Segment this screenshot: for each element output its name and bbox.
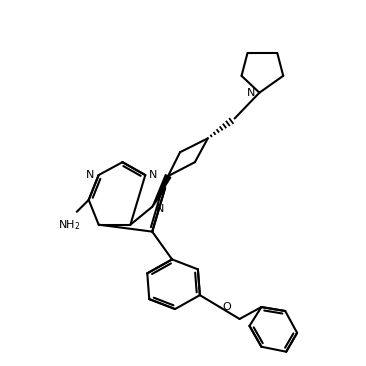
Text: N: N — [86, 170, 95, 180]
Text: NH$_2$: NH$_2$ — [57, 218, 80, 232]
Text: N: N — [156, 204, 165, 214]
Text: N: N — [247, 88, 255, 98]
Polygon shape — [152, 175, 171, 207]
Text: N: N — [149, 170, 158, 180]
Text: O: O — [223, 302, 231, 312]
